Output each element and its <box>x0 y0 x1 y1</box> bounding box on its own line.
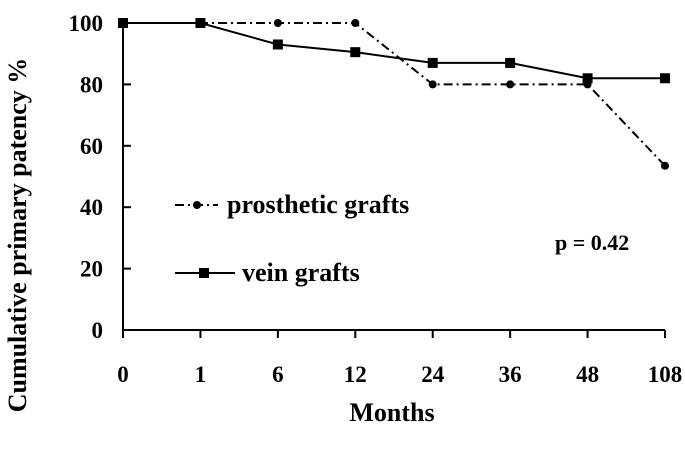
point-prosthetic-grafts <box>661 161 669 170</box>
x-tick-label: 0 <box>117 362 129 387</box>
y-ticks: 0 20 40 60 80 100 <box>69 11 131 343</box>
point-vein-grafts <box>660 73 670 84</box>
x-tick-label: 6 <box>272 362 284 387</box>
y-tick-label: 100 <box>69 11 104 36</box>
x-tick-label: 1 <box>195 362 207 387</box>
legend-label-prosthetic: prosthetic grafts <box>227 190 409 219</box>
legend-marker-circle <box>193 201 201 209</box>
x-tick-label: 108 <box>648 362 683 387</box>
point-vein-grafts <box>195 18 206 28</box>
legend-marker-square <box>199 268 209 278</box>
series-line-prosthetic-grafts <box>123 22 666 167</box>
point-prosthetic-grafts <box>273 19 282 27</box>
point-vein-grafts <box>505 57 516 68</box>
y-tick-label: 80 <box>80 72 103 97</box>
legend-item-vein: vein grafts <box>175 258 360 287</box>
point-prosthetic-grafts <box>428 80 437 89</box>
series-line-vein-grafts <box>123 22 665 80</box>
axes <box>122 23 665 331</box>
point-vein-grafts <box>582 73 593 84</box>
y-tick-label: 60 <box>80 134 103 159</box>
y-axis-title: Cumulative primary patency % <box>3 58 32 413</box>
point-vein-grafts <box>272 39 283 50</box>
x-tick-label: 24 <box>421 362 445 387</box>
point-prosthetic-grafts <box>506 80 515 89</box>
point-vein-grafts <box>118 18 128 28</box>
point-prosthetic-grafts <box>351 19 360 27</box>
p-value-annotation: p = 0.42 <box>555 230 629 255</box>
series-layer <box>118 18 670 170</box>
y-tick-label: 20 <box>80 257 103 282</box>
x-axis-title: Months <box>349 398 434 427</box>
y-tick-label: 40 <box>80 195 103 220</box>
x-ticks: 0 1 6 12 24 36 48 108 <box>117 330 682 387</box>
legend-item-prosthetic: prosthetic grafts <box>175 190 409 219</box>
x-tick-label: 12 <box>344 362 367 387</box>
x-tick-label: 36 <box>499 362 522 387</box>
y-tick-label: 0 <box>92 318 104 343</box>
legend-label-vein: vein grafts <box>242 258 360 287</box>
point-vein-grafts <box>350 47 361 58</box>
legend: prosthetic grafts vein grafts <box>175 190 409 287</box>
point-vein-grafts <box>427 57 438 68</box>
x-tick-label: 48 <box>576 362 599 387</box>
